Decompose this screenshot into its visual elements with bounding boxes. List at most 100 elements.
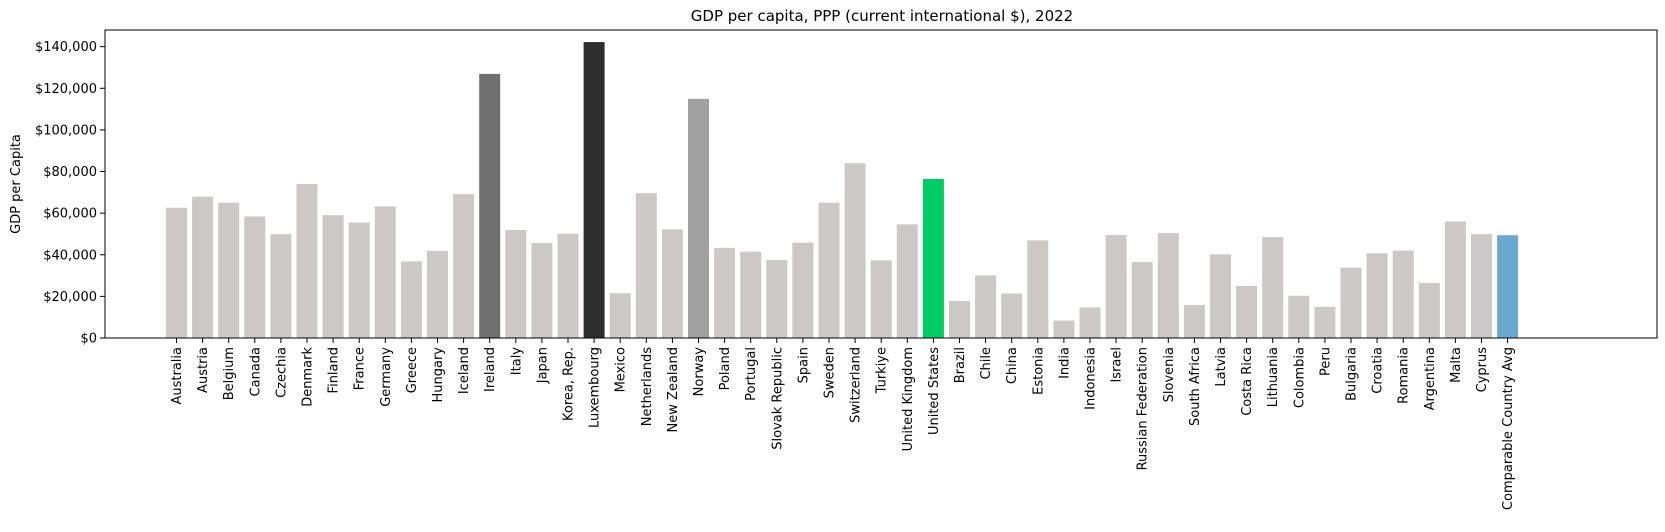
x-tick-label: Colombia: [1292, 347, 1307, 408]
bar: [1236, 285, 1258, 338]
bar: [1210, 254, 1231, 338]
bar: [557, 233, 579, 338]
bar: [453, 194, 475, 338]
bar: [714, 247, 736, 338]
x-tick-label: Greece: [405, 347, 420, 393]
x-tick-label: Belgium: [222, 347, 237, 400]
bar: [1314, 306, 1336, 338]
x-tick-label: Chile: [979, 347, 994, 380]
x-tick-label: Russian Federation: [1136, 347, 1151, 470]
y-tick-label: $80,000: [43, 165, 97, 180]
x-tick-label: Austria: [196, 347, 211, 393]
x-tick-label: Norway: [692, 347, 707, 397]
bar: [166, 207, 187, 338]
bar: [348, 222, 370, 338]
bar: [1079, 307, 1101, 338]
bar: [1288, 295, 1310, 338]
x-tick-label: China: [1005, 347, 1020, 384]
bars: [166, 42, 1519, 338]
x-tick-label: Ireland: [483, 347, 498, 392]
bar: [688, 98, 709, 338]
bar: [1131, 262, 1153, 338]
x-tick-label: Cyprus: [1475, 347, 1490, 393]
bar: [1392, 250, 1414, 338]
x-tick-label: Australia: [170, 347, 185, 405]
bar: [479, 73, 501, 338]
x-tick-label: Mexico: [614, 347, 629, 392]
bar: [844, 163, 866, 338]
x-tick-label: Czechia: [274, 347, 289, 398]
y-axis-label: GDP per Capita: [9, 134, 24, 234]
x-tick-label: New Zealand: [666, 347, 681, 432]
bar: [949, 300, 970, 338]
x-tick-label: Canada: [248, 347, 263, 396]
x-tick-label: Finland: [327, 347, 342, 393]
y-tick-label: $60,000: [43, 207, 97, 222]
bar: [505, 229, 527, 338]
x-tick-label: Luxembourg: [588, 347, 603, 428]
x-tick-label: Iceland: [457, 347, 472, 394]
x-tick-label: Israel: [1110, 347, 1125, 383]
x-tick-label: Croatia: [1371, 347, 1386, 394]
x-tick-label: India: [1057, 347, 1072, 379]
bar: [870, 260, 892, 338]
x-tick-label: Brazil: [953, 347, 968, 383]
x-tick-label: Latvia: [1214, 347, 1229, 387]
bar: [1497, 235, 1519, 338]
x-tick-label: Germany: [379, 347, 394, 407]
y-tick-label: $140,000: [35, 40, 97, 55]
x-tick-label: Comparable Country Avg: [1501, 347, 1516, 510]
x-tick-label: Korea, Rep.: [562, 347, 577, 421]
x-tick-label: Costa Rica: [1240, 347, 1255, 416]
bar: [531, 243, 553, 338]
y-axis-ticks: $0 $20,000 $40,000 $60,000 $80,000 $100,000 $1…: [35, 40, 105, 347]
bar: [270, 234, 292, 338]
y-tick-label: $100,000: [35, 123, 97, 138]
x-tick-label: Lithuania: [1266, 347, 1281, 407]
bar: [1471, 234, 1492, 338]
bar: [975, 275, 997, 338]
bar: [1053, 320, 1075, 338]
x-tick-label: Denmark: [301, 347, 316, 407]
bar: [818, 202, 840, 338]
x-tick-label: Spain: [796, 347, 811, 383]
bar: [1001, 293, 1023, 338]
bar: [427, 250, 448, 338]
x-tick-label: Malta: [1449, 347, 1464, 383]
bar: [766, 259, 788, 338]
bar: [1340, 267, 1362, 338]
bar: [1105, 234, 1127, 338]
bar: [583, 42, 605, 338]
bar: [661, 229, 683, 338]
x-tick-label: Slovak Republic: [770, 347, 785, 450]
x-tick-label: Italy: [509, 347, 524, 376]
x-tick-label: South Africa: [1188, 347, 1203, 426]
x-tick-label: Bulgaria: [1345, 347, 1360, 401]
x-tick-label: United Kingdom: [901, 347, 916, 451]
x-tick-label: Indonesia: [1084, 347, 1099, 410]
bar: [740, 251, 762, 338]
y-tick-label: $120,000: [35, 82, 97, 97]
bar: [635, 193, 657, 338]
x-tick-label: Romania: [1397, 347, 1412, 404]
bar: [792, 242, 814, 338]
x-tick-label: Switzerland: [849, 347, 864, 423]
bar: [218, 202, 240, 338]
y-tick-label: $20,000: [43, 290, 97, 305]
bar: [400, 261, 422, 338]
bar: [922, 179, 944, 338]
bar: [322, 215, 344, 338]
bar: [1418, 282, 1440, 338]
x-tick-label: France: [353, 347, 368, 390]
x-axis-ticks: Australia Austria Belgium Canada Czechia Denm…: [170, 338, 1516, 510]
bar: [1157, 233, 1179, 338]
bar: [1262, 237, 1284, 338]
x-tick-label: Argentina: [1423, 347, 1438, 410]
x-tick-label: Poland: [718, 347, 733, 390]
bar: [374, 206, 396, 338]
bar: [1444, 221, 1466, 338]
chart-title: GDP per capita, PPP (current internation…: [691, 7, 1073, 25]
x-tick-label: Portugal: [744, 347, 759, 401]
x-tick-label: Hungary: [431, 347, 446, 403]
